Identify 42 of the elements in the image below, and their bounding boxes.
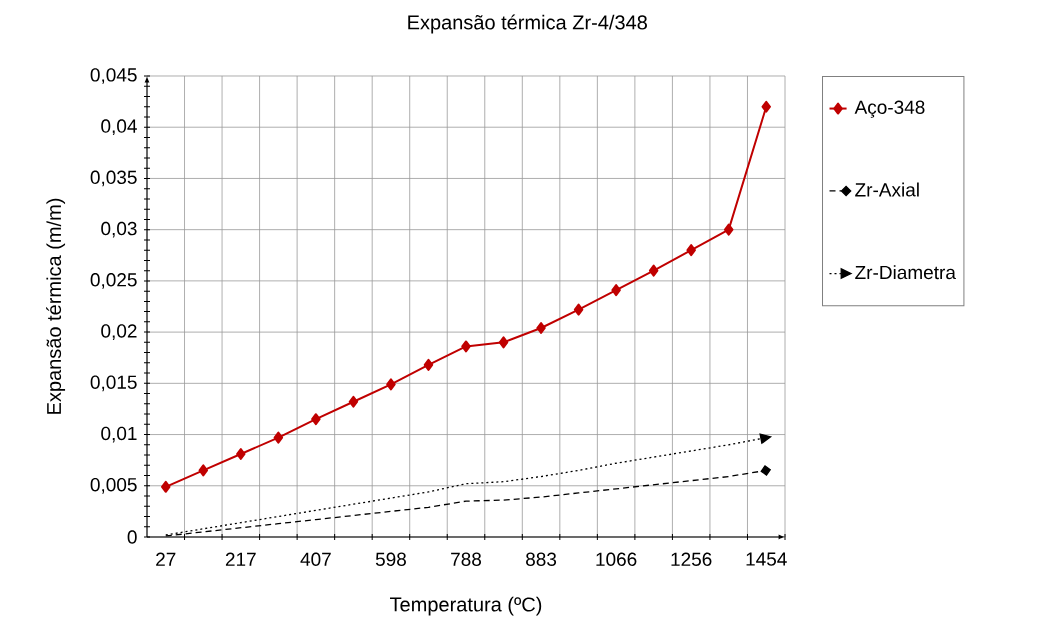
x-tick-label: 407 xyxy=(300,552,331,566)
point xyxy=(311,413,321,426)
x-axis-title: Temperatura (ºC) xyxy=(390,596,542,616)
y-tick-label: 0,04 xyxy=(101,119,137,136)
y-tick-label: 0,025 xyxy=(90,273,137,289)
chart-title: Expansão térmica Zr-4/348 xyxy=(408,14,647,34)
point xyxy=(236,448,246,461)
point xyxy=(573,303,584,316)
legend-label: Aço-348 xyxy=(854,100,925,118)
point xyxy=(386,378,396,391)
legend-label: Zr-Axial xyxy=(855,182,919,197)
x-tick-label: 1454 xyxy=(746,552,787,566)
y-tick-label: 0,02 xyxy=(101,324,137,340)
point xyxy=(161,480,171,493)
x-tick-label: 1256 xyxy=(671,552,712,566)
x-tick-label: 788 xyxy=(451,552,482,566)
y-tick-label: 0,015 xyxy=(90,375,137,392)
point xyxy=(648,264,659,277)
x-tick-label: 598 xyxy=(375,552,406,566)
y-tick-label: 0,035 xyxy=(90,170,137,187)
point xyxy=(686,244,696,257)
legend-label: Zr-Diametra xyxy=(855,265,956,280)
y-tick-label: 0 xyxy=(127,530,137,544)
point xyxy=(198,464,209,477)
point xyxy=(348,395,359,408)
point xyxy=(423,358,434,371)
point xyxy=(723,223,734,236)
y-tick-label: 0,045 xyxy=(90,68,137,84)
y-tick-label: 0,005 xyxy=(90,477,137,494)
point xyxy=(761,100,771,113)
point xyxy=(498,336,509,349)
x-tick-label: 27 xyxy=(156,552,176,566)
y-tick-label: 0,01 xyxy=(101,426,137,443)
x-tick-label: 883 xyxy=(526,552,557,566)
point xyxy=(536,322,546,335)
x-tick-label: 217 xyxy=(225,552,256,566)
point xyxy=(273,431,284,444)
y-tick-label: 0,03 xyxy=(101,221,137,238)
point xyxy=(611,284,621,297)
point xyxy=(461,340,471,353)
y-axis-title: Expansão térmica (m/m) xyxy=(46,198,66,414)
x-tick-label: 1066 xyxy=(596,552,637,566)
